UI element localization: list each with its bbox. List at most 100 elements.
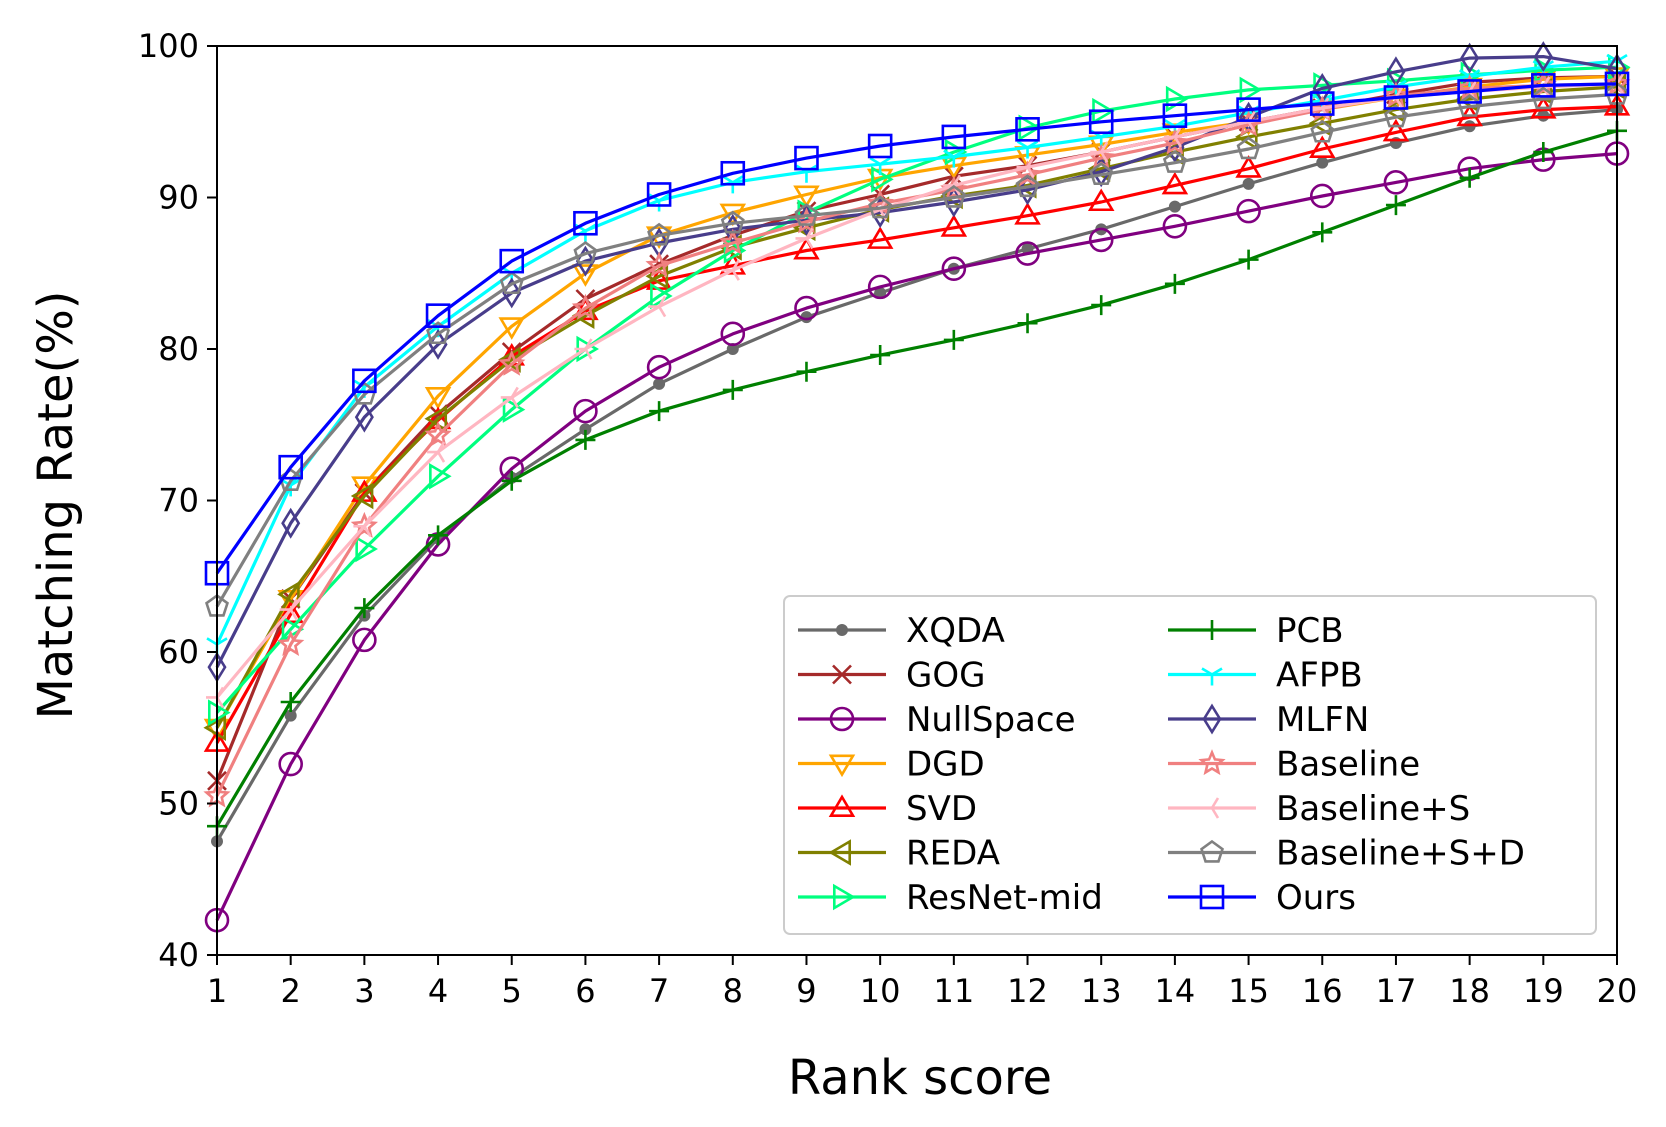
data-point xyxy=(719,228,747,255)
x-tick-label: 13 xyxy=(1081,972,1122,1010)
legend-marker xyxy=(1200,839,1224,863)
data-point xyxy=(1533,142,1554,163)
legend-marker xyxy=(1201,667,1223,686)
data-point xyxy=(795,227,814,250)
data-point xyxy=(1531,86,1556,110)
y-tick-label: 100 xyxy=(138,27,199,65)
data-point xyxy=(1018,114,1042,142)
data-point xyxy=(941,184,966,208)
data-point xyxy=(1383,170,1409,195)
x-tick-label: 20 xyxy=(1597,972,1638,1010)
legend-item: Ours xyxy=(1168,878,1356,918)
data-point xyxy=(500,386,519,409)
legend-marker xyxy=(828,839,852,866)
data-point xyxy=(794,295,819,321)
data-point xyxy=(350,511,379,538)
x-tick-label: 3 xyxy=(354,972,374,1010)
data-point xyxy=(648,295,667,318)
data-point xyxy=(573,240,598,264)
data-point xyxy=(1308,135,1336,159)
data-point xyxy=(1238,249,1259,270)
legend-marker xyxy=(1202,703,1222,735)
data-point xyxy=(1015,241,1040,266)
data-point xyxy=(1017,313,1038,334)
data-point xyxy=(1537,109,1550,122)
series-line xyxy=(215,65,1618,714)
data-point xyxy=(1014,202,1041,225)
data-point xyxy=(573,398,598,424)
legend-item: DGD xyxy=(798,745,985,785)
x-tick-label: 14 xyxy=(1155,972,1196,1010)
x-tick-label: 8 xyxy=(723,972,743,1010)
series-line xyxy=(215,108,1618,843)
legend-item: AFPB xyxy=(1168,656,1363,696)
data-point xyxy=(646,182,672,207)
data-point xyxy=(796,361,817,382)
data-point xyxy=(1236,198,1261,224)
x-tick-label: 4 xyxy=(428,972,448,1010)
data-point xyxy=(1312,222,1333,243)
data-point xyxy=(424,386,452,410)
data-point xyxy=(1162,213,1188,239)
legend-marker xyxy=(832,883,856,911)
data-point xyxy=(647,222,672,246)
legend-item: Baseline+S xyxy=(1168,789,1470,829)
legend-marker xyxy=(1198,749,1226,776)
legend-label: Baseline+S xyxy=(1276,789,1470,829)
data-point xyxy=(278,468,303,492)
data-point xyxy=(1236,136,1261,160)
series-line xyxy=(215,54,1618,668)
data-point xyxy=(866,226,894,249)
data-point xyxy=(354,401,374,433)
data-point xyxy=(649,401,670,422)
data-point xyxy=(429,462,452,490)
data-point xyxy=(355,535,378,563)
data-point xyxy=(653,377,666,390)
x-tick-label: 12 xyxy=(1007,972,1048,1010)
legend-label: REDA xyxy=(906,834,1000,874)
data-point xyxy=(1162,150,1187,173)
data-point xyxy=(726,343,739,355)
legend-label: XQDA xyxy=(906,611,1005,651)
data-point xyxy=(1239,76,1263,104)
y-tick-label: 70 xyxy=(158,482,199,520)
series-line xyxy=(215,82,1618,575)
data-point xyxy=(943,329,964,350)
data-point xyxy=(941,124,967,150)
data-point xyxy=(1529,71,1557,97)
data-point xyxy=(1308,109,1332,137)
legend-marker xyxy=(829,706,855,732)
data-point xyxy=(1089,162,1114,185)
data-point xyxy=(353,515,372,537)
legend-label: PCB xyxy=(1276,611,1344,651)
data-point xyxy=(502,396,526,423)
legend-item: GOG xyxy=(798,656,985,696)
data-point xyxy=(424,405,448,432)
data-point xyxy=(424,406,452,430)
legend-item: MLFN xyxy=(1168,700,1369,740)
legend-item: REDA xyxy=(798,834,1000,874)
data-point xyxy=(867,133,893,159)
data-point xyxy=(1091,295,1112,316)
legend-item: NullSpace xyxy=(798,700,1076,740)
legend-marker xyxy=(828,754,856,778)
legend-item: Baseline+S+D xyxy=(1168,834,1525,874)
data-point xyxy=(1382,81,1410,108)
data-point xyxy=(721,259,740,281)
legend-label: MLFN xyxy=(1276,700,1369,740)
data-point xyxy=(722,379,743,400)
series-baseline-s-d xyxy=(205,81,1629,617)
data-point xyxy=(719,203,747,227)
data-point xyxy=(867,274,893,300)
data-point xyxy=(941,256,967,282)
data-point xyxy=(1459,167,1480,188)
data-point xyxy=(645,251,673,278)
y-tick-label: 60 xyxy=(158,633,199,671)
legend-label: DGD xyxy=(906,745,985,785)
data-point xyxy=(498,349,526,376)
data-point xyxy=(720,160,746,186)
data-point xyxy=(1533,41,1553,73)
legend-label: SVD xyxy=(906,789,977,829)
legend-item: Baseline xyxy=(1168,745,1420,785)
data-point xyxy=(350,482,374,510)
